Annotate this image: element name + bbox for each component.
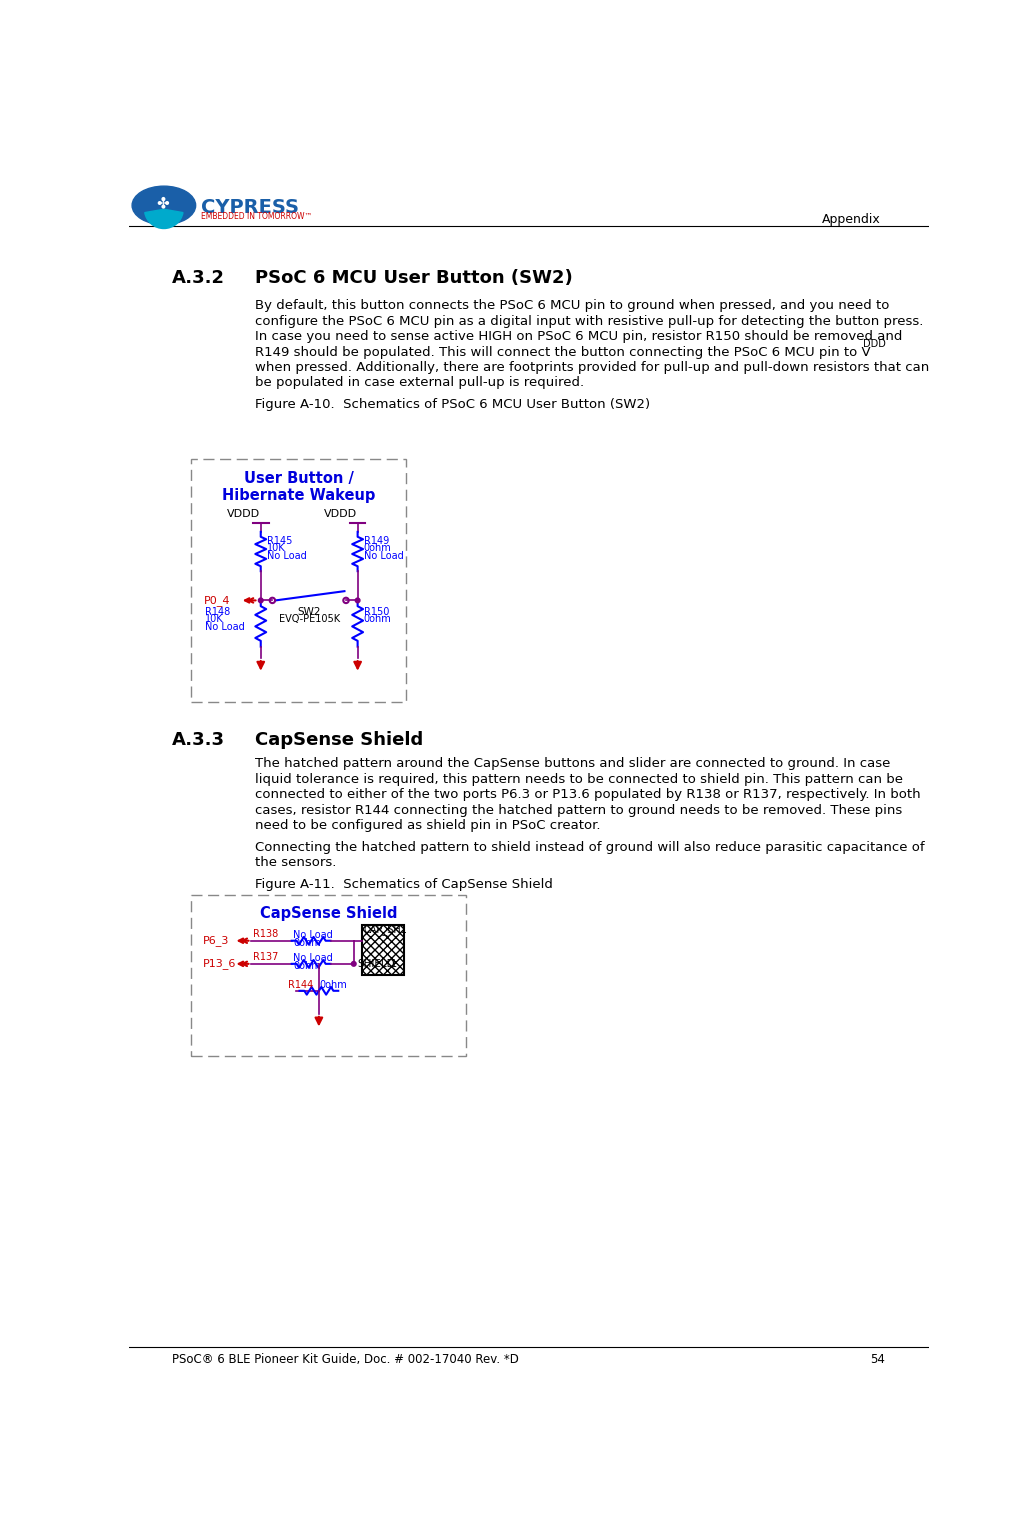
Bar xyxy=(191,460,407,702)
Text: CAP_SH1: CAP_SH1 xyxy=(364,924,408,935)
Text: User Button /
Hibernate Wakeup: User Button / Hibernate Wakeup xyxy=(222,470,376,504)
Text: In case you need to sense active HIGH on PSoC 6 MCU pin, resistor R150 should be: In case you need to sense active HIGH on… xyxy=(255,329,902,343)
Text: DDD: DDD xyxy=(863,340,885,349)
Text: EMBEDDED IN TOMORROW™: EMBEDDED IN TOMORROW™ xyxy=(201,211,313,221)
Text: R138: R138 xyxy=(253,930,279,939)
Text: Connecting the hatched pattern to shield instead of ground will also reduce para: Connecting the hatched pattern to shield… xyxy=(255,841,925,853)
Text: EVQ-PE105K: EVQ-PE105K xyxy=(279,614,340,624)
Text: CapSense Shield: CapSense Shield xyxy=(260,905,397,921)
Text: A.3.3: A.3.3 xyxy=(171,731,225,749)
Text: CYPRESS: CYPRESS xyxy=(201,198,299,216)
Text: 0ohm: 0ohm xyxy=(293,961,321,971)
Text: CapSense Shield: CapSense Shield xyxy=(255,731,423,749)
Text: SW2: SW2 xyxy=(297,607,321,616)
Ellipse shape xyxy=(132,187,196,225)
Text: connected to either of the two ports P6.3 or P13.6 populated by R138 or R137, re: connected to either of the two ports P6.… xyxy=(255,789,921,801)
Text: PSoC 6 MCU User Button (SW2): PSoC 6 MCU User Button (SW2) xyxy=(255,268,573,286)
Bar xyxy=(191,895,466,1056)
Text: No Load: No Load xyxy=(293,953,333,964)
Bar xyxy=(361,925,405,976)
Text: be populated in case external pull-up is required.: be populated in case external pull-up is… xyxy=(255,377,584,389)
Text: R144: R144 xyxy=(288,980,313,990)
Text: when pressed. Additionally, there are footprints provided for pull-up and pull-d: when pressed. Additionally, there are fo… xyxy=(255,362,929,374)
Text: liquid tolerance is required, this pattern needs to be connected to shield pin. : liquid tolerance is required, this patte… xyxy=(255,772,903,786)
Text: Figure A-10.  Schematics of PSoC 6 MCU User Button (SW2): Figure A-10. Schematics of PSoC 6 MCU Us… xyxy=(255,398,650,411)
Text: No Load: No Load xyxy=(205,622,245,633)
Text: 0ohm: 0ohm xyxy=(364,544,391,553)
Text: 0ohm: 0ohm xyxy=(364,614,391,624)
Text: P6_3: P6_3 xyxy=(202,936,229,947)
Text: No Load: No Load xyxy=(293,930,333,941)
Text: 10K: 10K xyxy=(205,614,224,624)
Text: P13_6: P13_6 xyxy=(202,959,236,970)
Text: VDDD: VDDD xyxy=(227,509,260,519)
Circle shape xyxy=(258,597,263,602)
Text: PSoC® 6 BLE Pioneer Kit Guide, Doc. # 002-17040 Rev. *D: PSoC® 6 BLE Pioneer Kit Guide, Doc. # 00… xyxy=(171,1353,518,1365)
Text: No Load: No Load xyxy=(267,552,307,561)
Text: need to be configured as shield pin in PSoC creator.: need to be configured as shield pin in P… xyxy=(255,820,600,832)
Text: 10K: 10K xyxy=(267,544,286,553)
Text: R148: R148 xyxy=(205,607,230,616)
Circle shape xyxy=(355,597,360,602)
Text: SHIELD: SHIELD xyxy=(358,959,395,968)
Text: Figure A-11.  Schematics of CapSense Shield: Figure A-11. Schematics of CapSense Shie… xyxy=(255,878,552,890)
Text: 1: 1 xyxy=(391,959,397,968)
Text: 0ohm: 0ohm xyxy=(319,980,347,990)
Text: No Load: No Load xyxy=(364,552,404,561)
Text: R150: R150 xyxy=(364,607,389,616)
Wedge shape xyxy=(144,210,183,228)
Text: ✤: ✤ xyxy=(157,196,169,210)
Text: the sensors.: the sensors. xyxy=(255,856,336,869)
Text: R149: R149 xyxy=(364,536,389,545)
Text: cases, resistor R144 connecting the hatched pattern to ground needs to be remove: cases, resistor R144 connecting the hatc… xyxy=(255,804,902,817)
Text: 54: 54 xyxy=(870,1353,884,1365)
Text: R145: R145 xyxy=(267,536,292,545)
Text: VDDD: VDDD xyxy=(324,509,357,519)
Text: R149 should be populated. This will connect the button connecting the PSoC 6 MCU: R149 should be populated. This will conn… xyxy=(255,346,870,358)
Text: By default, this button connects the PSoC 6 MCU pin to ground when pressed, and : By default, this button connects the PSo… xyxy=(255,299,889,313)
Text: 0ohm: 0ohm xyxy=(293,938,321,948)
Text: A.3.2: A.3.2 xyxy=(171,268,225,286)
Text: configure the PSoC 6 MCU pin as a digital input with resistive pull-up for detec: configure the PSoC 6 MCU pin as a digita… xyxy=(255,314,923,328)
Text: Appendix: Appendix xyxy=(823,213,880,227)
Circle shape xyxy=(352,962,356,967)
Text: R137: R137 xyxy=(253,953,279,962)
Text: The hatched pattern around the CapSense buttons and slider are connected to grou: The hatched pattern around the CapSense … xyxy=(255,757,890,771)
Text: P0_4: P0_4 xyxy=(203,594,230,605)
